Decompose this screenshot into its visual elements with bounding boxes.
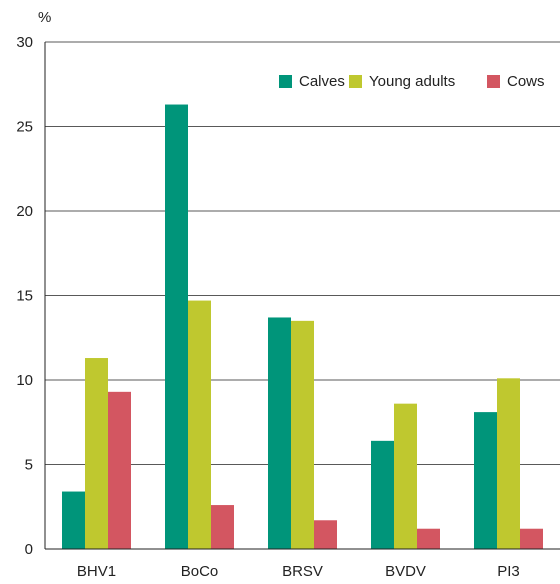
y-tick-label: 15 [16,288,33,305]
x-tick-label: BoCo [181,563,219,580]
bar-calves-bhv1 [62,491,85,549]
legend-label: Calves [299,73,345,90]
y-tick-label: 0 [25,541,33,558]
bar-young-adults-bhv1 [85,358,108,549]
bar-young-adults-pi3 [497,378,520,549]
y-tick-label: 10 [16,372,33,389]
y-axis-label: % [38,9,51,26]
x-tick-label: BHV1 [77,563,116,580]
bar-cows-boco [211,505,234,549]
legend-label: Young adults [369,73,455,90]
x-tick-label: BVDV [385,563,426,580]
y-tick-label: 30 [16,34,33,51]
y-tick-label: 25 [16,119,33,136]
x-tick-label: PI3 [497,563,520,580]
bar-young-adults-boco [188,300,211,549]
bar-young-adults-bvdv [394,403,417,549]
legend-swatch-cows [487,75,500,88]
legend-label: Cows [507,73,545,90]
bar-calves-pi3 [474,412,497,549]
bars [62,104,543,549]
bar-cows-bvdv [417,528,440,549]
x-tick-label: BRSV [282,563,323,580]
legend-swatch-young-adults [349,75,362,88]
x-axis-ticks: BHV1 BoCo BRSV BVDV PI3 [77,563,520,580]
legend: Calves Young adults Cows [279,73,545,90]
bar-calves-boco [165,104,188,549]
bar-young-adults-brsv [291,320,314,549]
bar-cows-pi3 [520,528,543,549]
y-axis-ticks: 0 5 10 15 20 25 30 [16,34,33,558]
bar-calves-brsv [268,317,291,549]
y-tick-label: 5 [25,457,33,474]
legend-swatch-calves [279,75,292,88]
bar-cows-brsv [314,520,337,549]
bar-calves-bvdv [371,440,394,549]
bar-cows-bhv1 [108,391,131,549]
y-tick-label: 20 [16,203,33,220]
